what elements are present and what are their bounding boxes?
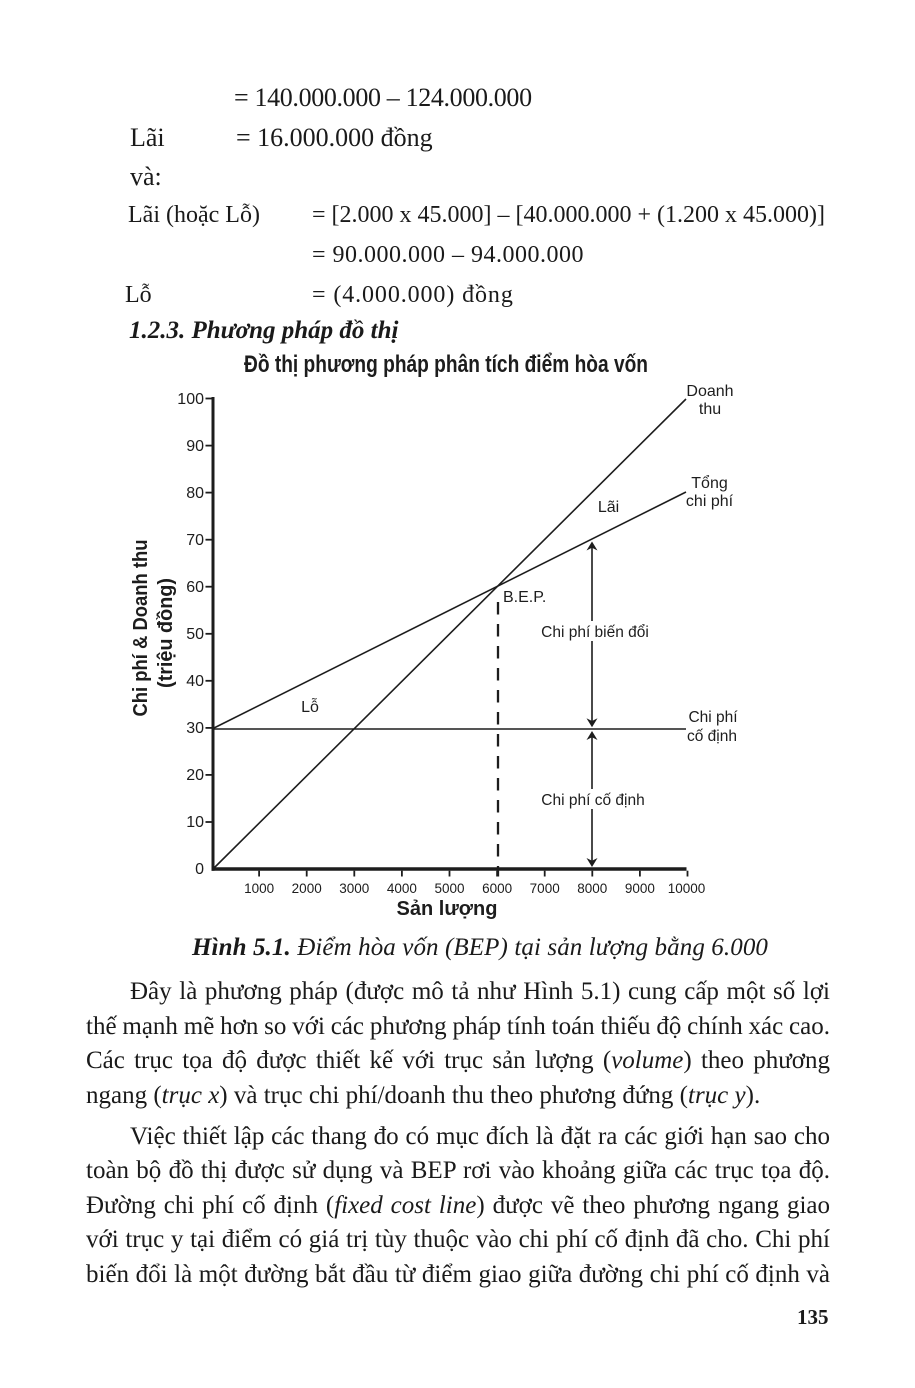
svg-text:90: 90 (186, 438, 204, 455)
svg-text:Doanh: Doanh (686, 383, 733, 400)
svg-text:1000: 1000 (244, 881, 274, 896)
svg-text:Đồ thị phương pháp phân tích đ: Đồ thị phương pháp phân tích điểm hòa vố… (244, 351, 648, 378)
svg-text:30: 30 (186, 720, 204, 737)
svg-text:10000: 10000 (668, 881, 706, 896)
svg-text:B.E.P.: B.E.P. (503, 589, 546, 606)
svg-text:Chi phí biến đổi: Chi phí biến đổi (541, 624, 649, 641)
svg-text:Lãi: Lãi (598, 499, 619, 516)
svg-text:Chi phí cố định: Chi phí cố định (541, 792, 644, 809)
svg-text:Chi phí: Chi phí (688, 709, 738, 726)
svg-text:chi phí: chi phí (686, 493, 734, 510)
svg-text:7000: 7000 (530, 881, 560, 896)
svg-text:cố định: cố định (687, 728, 737, 745)
svg-text:2000: 2000 (292, 881, 322, 896)
svg-text:70: 70 (186, 532, 204, 549)
svg-text:100: 100 (177, 391, 204, 408)
svg-text:4000: 4000 (387, 881, 417, 896)
svg-text:0: 0 (195, 861, 204, 878)
svg-text:5000: 5000 (434, 881, 464, 896)
svg-text:thu: thu (699, 401, 721, 418)
svg-text:Tổng: Tổng (691, 474, 727, 492)
svg-text:3000: 3000 (339, 881, 369, 896)
svg-text:80: 80 (186, 485, 204, 502)
svg-text:Sản lượng: Sản lượng (397, 898, 498, 920)
svg-text:9000: 9000 (625, 881, 655, 896)
svg-text:40: 40 (186, 673, 204, 690)
svg-text:Chi phí & Doanh thu: Chi phí & Doanh thu (130, 540, 152, 717)
svg-text:6000: 6000 (482, 881, 512, 896)
svg-text:50: 50 (186, 626, 204, 643)
svg-text:8000: 8000 (577, 881, 607, 896)
svg-text:20: 20 (186, 767, 204, 784)
svg-text:Lỗ: Lỗ (301, 697, 319, 716)
svg-text:10: 10 (186, 814, 204, 831)
svg-text:60: 60 (186, 579, 204, 596)
svg-text:(triệu đồng): (triệu đồng) (155, 578, 177, 688)
